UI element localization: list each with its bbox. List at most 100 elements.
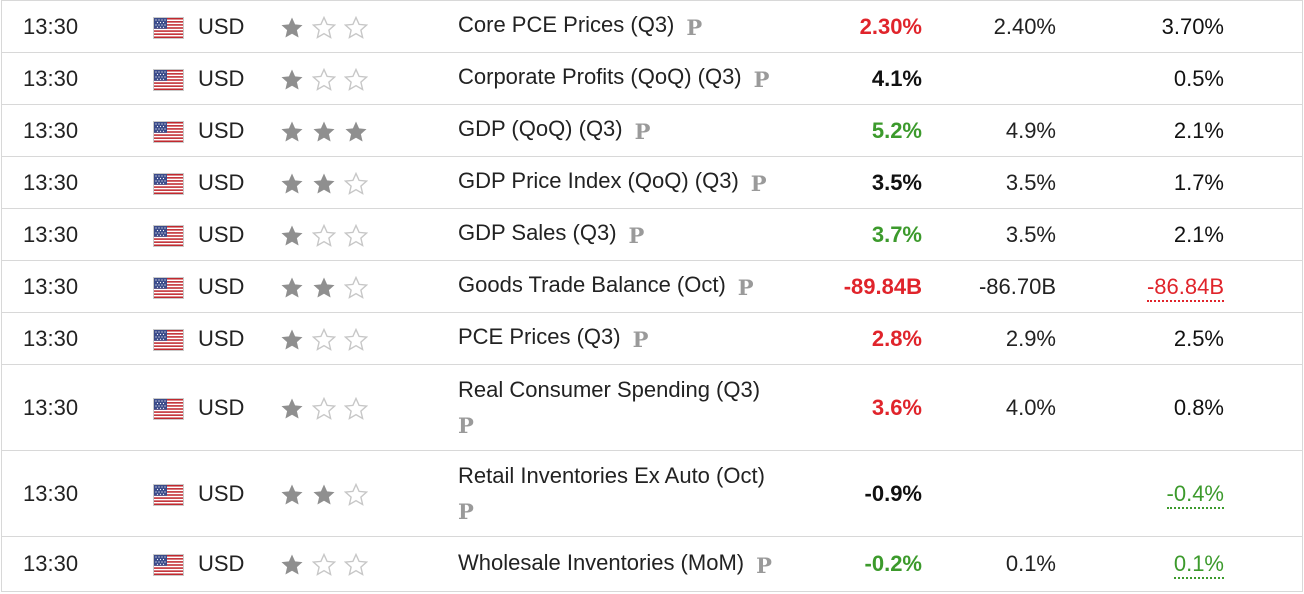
- star-filled-icon: [281, 329, 303, 350]
- forecast-value: 3.5%: [922, 156, 1056, 209]
- flag-cell: [154, 156, 198, 209]
- event-time: 13:30: [1, 0, 154, 53]
- us-flag-icon: [154, 121, 183, 142]
- actual-value: 5.2%: [786, 104, 922, 157]
- importance-rating: [280, 0, 458, 53]
- event-name[interactable]: Corporate Profits (QoQ) (Q3): [458, 64, 742, 89]
- star-filled-icon: [313, 173, 335, 194]
- us-flag-icon: [154, 69, 183, 90]
- table-row[interactable]: 13:30 USD GDP Price Index (QoQ) (Q3) P 3.…: [1, 156, 1303, 209]
- row-spacer: [1224, 156, 1303, 209]
- star-empty-icon: [312, 223, 336, 247]
- star-empty-icon: [312, 327, 336, 351]
- star-filled-icon: [281, 69, 303, 90]
- star-empty-icon: [344, 482, 368, 506]
- us-flag-icon: [154, 277, 183, 298]
- forecast-value: 4.9%: [922, 104, 1056, 157]
- actual-value: 3.6%: [786, 364, 922, 451]
- preliminary-badge-icon: P: [458, 498, 474, 524]
- previous-value: 2.1%: [1056, 104, 1224, 157]
- table-row[interactable]: 13:30 USD Goods Trade Balance (Oct) P -89…: [1, 260, 1303, 313]
- previous-value: 2.5%: [1056, 312, 1224, 365]
- event-name[interactable]: Core PCE Prices (Q3): [458, 12, 675, 37]
- row-spacer: [1224, 0, 1303, 53]
- table-row[interactable]: 13:30 USD Real Consumer Spending (Q3) P 3…: [1, 364, 1303, 451]
- flag-cell: [154, 364, 198, 451]
- preliminary-badge-icon: P: [634, 119, 651, 144]
- star-filled-icon: [313, 277, 335, 298]
- forecast-value: 2.9%: [922, 312, 1056, 365]
- row-spacer: [1224, 260, 1303, 313]
- table-row[interactable]: 13:30 USD Retail Inventories Ex Auto (Oc…: [1, 450, 1303, 537]
- previous-value: 2.1%: [1056, 208, 1224, 261]
- preliminary-badge-icon: P: [628, 223, 645, 248]
- event-name[interactable]: Goods Trade Balance (Oct): [458, 272, 726, 297]
- event-name[interactable]: GDP Price Index (QoQ) (Q3): [458, 168, 739, 193]
- importance-rating: [280, 536, 458, 592]
- event-cell[interactable]: GDP Sales (Q3) P: [458, 208, 786, 261]
- importance-rating: [280, 312, 458, 365]
- previous-value: 0.1%: [1056, 536, 1224, 592]
- preliminary-badge-icon: P: [686, 15, 703, 40]
- event-name[interactable]: GDP (QoQ) (Q3): [458, 116, 623, 141]
- event-cell[interactable]: Core PCE Prices (Q3) P: [458, 0, 786, 53]
- importance-rating: [280, 260, 458, 313]
- event-cell[interactable]: GDP (QoQ) (Q3) P: [458, 104, 786, 157]
- event-name[interactable]: Retail Inventories Ex Auto (Oct): [458, 462, 765, 488]
- table-row[interactable]: 13:30 USD Core PCE Prices (Q3) P 2.30% 2.…: [1, 0, 1303, 53]
- event-name[interactable]: PCE Prices (Q3): [458, 324, 621, 349]
- event-cell[interactable]: Wholesale Inventories (MoM) P: [458, 536, 786, 592]
- event-name[interactable]: Real Consumer Spending (Q3): [458, 376, 761, 402]
- currency-code: USD: [198, 0, 280, 53]
- event-name[interactable]: Wholesale Inventories (MoM): [458, 549, 745, 575]
- event-time: 13:30: [1, 52, 154, 105]
- table-row[interactable]: 13:30 USD GDP (QoQ) (Q3) P 5.2% 4.9% 2.1%: [1, 104, 1303, 157]
- forecast-value: 0.1%: [922, 536, 1056, 592]
- event-name[interactable]: GDP Sales (Q3): [458, 220, 617, 245]
- importance-rating: [280, 156, 458, 209]
- row-spacer: [1224, 52, 1303, 105]
- us-flag-icon: [154, 17, 183, 38]
- event-cell[interactable]: Retail Inventories Ex Auto (Oct) P: [458, 450, 786, 537]
- star-empty-icon: [312, 67, 336, 91]
- star-filled-icon: [281, 173, 303, 194]
- event-cell[interactable]: PCE Prices (Q3) P: [458, 312, 786, 365]
- flag-cell: [154, 52, 198, 105]
- event-time: 13:30: [1, 312, 154, 365]
- preliminary-badge-icon: P: [458, 412, 474, 438]
- us-flag-icon: [154, 398, 183, 419]
- currency-code: USD: [198, 104, 280, 157]
- star-empty-icon: [344, 327, 368, 351]
- table-row[interactable]: 13:30 USD Wholesale Inventories (MoM) P -…: [1, 536, 1303, 592]
- flag-cell: [154, 260, 198, 313]
- previous-value: 1.7%: [1056, 156, 1224, 209]
- row-spacer: [1224, 312, 1303, 365]
- event-cell[interactable]: GDP Price Index (QoQ) (Q3) P: [458, 156, 786, 209]
- star-empty-icon: [344, 396, 368, 420]
- star-empty-icon: [344, 275, 368, 299]
- event-time: 13:30: [1, 208, 154, 261]
- event-cell[interactable]: Corporate Profits (QoQ) (Q3) P: [458, 52, 786, 105]
- star-empty-icon: [312, 396, 336, 420]
- table-row[interactable]: 13:30 USD GDP Sales (Q3) P 3.7% 3.5% 2.1%: [1, 208, 1303, 261]
- star-empty-icon: [312, 553, 336, 577]
- currency-code: USD: [198, 536, 280, 592]
- row-spacer: [1224, 208, 1303, 261]
- actual-value: 4.1%: [786, 52, 922, 105]
- previous-value: 0.8%: [1056, 364, 1224, 451]
- event-cell[interactable]: Goods Trade Balance (Oct) P: [458, 260, 786, 313]
- table-row[interactable]: 13:30 USD Corporate Profits (QoQ) (Q3) P …: [1, 52, 1303, 105]
- star-filled-icon: [313, 484, 335, 505]
- forecast-value: [922, 450, 1056, 537]
- star-filled-icon: [345, 121, 367, 142]
- us-flag-icon: [154, 329, 183, 350]
- currency-code: USD: [198, 156, 280, 209]
- preliminary-badge-icon: P: [737, 275, 754, 300]
- actual-value: 3.5%: [786, 156, 922, 209]
- table-row[interactable]: 13:30 USD PCE Prices (Q3) P 2.8% 2.9% 2.5…: [1, 312, 1303, 365]
- us-flag-icon: [154, 173, 183, 194]
- preliminary-badge-icon: P: [756, 552, 772, 578]
- star-filled-icon: [281, 484, 303, 505]
- event-cell[interactable]: Real Consumer Spending (Q3) P: [458, 364, 786, 451]
